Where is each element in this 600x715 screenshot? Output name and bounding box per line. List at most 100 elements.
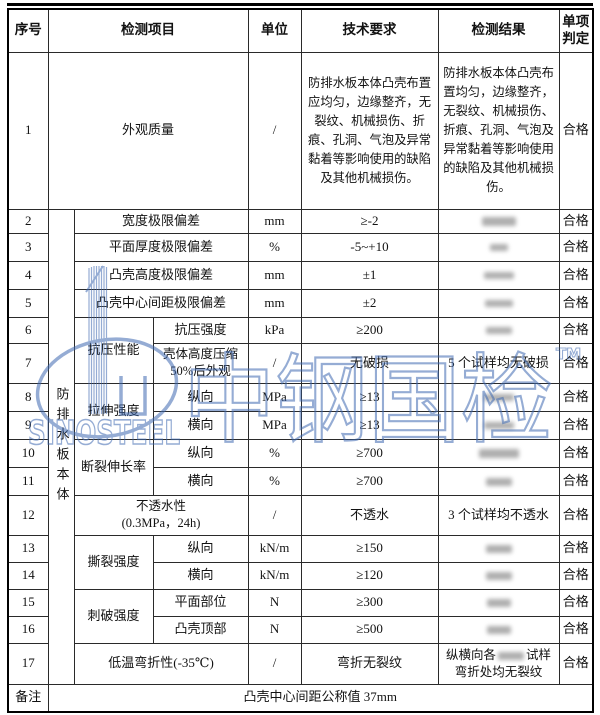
row-4: 4 凸壳高度极限偏差 mm ±1 合格 — [7, 260, 594, 290]
item-cell: 纵向 — [152, 438, 249, 468]
row-no: 17 — [7, 642, 49, 685]
blur-redaction — [478, 449, 519, 459]
redacted-result — [437, 316, 560, 344]
item-line2: (0.3MPa，24h) — [121, 516, 201, 530]
group-cell: 撕裂强度 — [73, 534, 154, 590]
blur-redaction — [489, 244, 508, 252]
row-16: 16 凸壳顶部 N ≥500 合格 — [7, 615, 594, 644]
unit-cell: N — [247, 588, 302, 617]
item-cell: 平面部位 — [152, 588, 249, 617]
note-label: 备注 — [7, 683, 49, 713]
col-header-judge: 单项判定 — [558, 8, 594, 53]
item-cell: 宽度极限偏差 — [73, 208, 249, 234]
item-cell: 纵向 — [152, 534, 249, 563]
col-header-req: 技术要求 — [300, 8, 439, 53]
requirement-cell: ±1 — [300, 260, 439, 290]
row-11: 11 横向 % ≥700 合格 — [7, 466, 594, 496]
row-7: 7 壳体高度压缩 50%后外观 / 无破损 5 个试样均无破损 合格 — [7, 342, 594, 384]
row-no: 13 — [7, 534, 49, 563]
col-header-item: 检测项目 — [47, 8, 249, 53]
item-line2: 50%后外观 — [170, 364, 231, 378]
requirement-cell: ≥13 — [300, 382, 439, 412]
redacted-result — [437, 588, 560, 617]
row-12: 12 不透水性 (0.3MPa，24h) / 不透水 3 个试样均不透水 合格 — [7, 494, 594, 536]
blur-redaction — [485, 545, 512, 554]
requirement-cell: 防排水板本体凸壳布置应均匀，边缘整齐，无裂纹、机械损伤、折痕、孔洞、气泡及异常黏… — [300, 51, 439, 210]
blur-redaction — [483, 272, 514, 280]
unit-cell: / — [247, 51, 302, 210]
item-cell: 低温弯折性(-35℃) — [73, 642, 249, 685]
redacted-result — [437, 438, 560, 468]
blur-redaction — [486, 626, 511, 635]
row-10: 10 断裂伸长率 纵向 % ≥700 合格 — [7, 438, 594, 496]
result-cell: 5 个试样均无破损 — [437, 342, 560, 384]
unit-cell: / — [247, 342, 302, 384]
row-no: 1 — [7, 51, 49, 210]
judge-cell: 合格 — [558, 51, 594, 210]
unit-cell: kN/m — [247, 561, 302, 590]
unit-cell: / — [247, 642, 302, 685]
requirement-cell: ≥700 — [300, 438, 439, 468]
judge-cell: 合格 — [558, 534, 594, 563]
group-cell: 刺破强度 — [73, 588, 154, 644]
unit-cell: / — [247, 494, 302, 536]
blur-redaction — [485, 327, 512, 335]
judge-cell: 合格 — [558, 288, 594, 318]
unit-cell: N — [247, 615, 302, 644]
blur-redaction — [486, 599, 511, 608]
judge-cell: 合格 — [558, 466, 594, 496]
requirement-cell: ≥120 — [300, 561, 439, 590]
row-no: 8 — [7, 382, 49, 412]
blur-redaction — [483, 394, 514, 402]
item-cell: 外观质量 — [47, 51, 249, 210]
redacted-result — [437, 288, 560, 318]
row-no: 11 — [7, 466, 49, 496]
header-row: 序号 检测项目 单位 技术要求 检测结果 单项判定 — [7, 8, 594, 53]
redacted-result — [437, 410, 560, 440]
top-rule — [7, 3, 593, 6]
col-header-unit: 单位 — [247, 8, 302, 53]
requirement-cell: ≥300 — [300, 588, 439, 617]
judge-cell: 合格 — [558, 410, 594, 440]
requirement-cell: ±2 — [300, 288, 439, 318]
requirement-cell: ≥500 — [300, 615, 439, 644]
row-no: 2 — [7, 208, 49, 234]
row-no: 4 — [7, 260, 49, 290]
report-sheet: 序号 检测项目 单位 技术要求 检测结果 单项判定 1 外观质量 / 防排水板本… — [7, 3, 595, 713]
redacted-result — [437, 208, 560, 234]
requirement-cell: ≥200 — [300, 316, 439, 344]
result-line2: 弯折处均无裂纹 — [454, 664, 543, 679]
requirement-cell: ≥150 — [300, 534, 439, 563]
redacted-result — [437, 534, 560, 563]
row-13: 13 撕裂强度 纵向 kN/m ≥150 合格 — [7, 534, 594, 590]
group-cell: 抗压性能 — [73, 316, 154, 384]
blur-redaction — [498, 651, 525, 660]
row-no: 16 — [7, 615, 49, 644]
row-no: 14 — [7, 561, 49, 590]
item-cell: 抗压强度 — [152, 316, 249, 344]
redacted-result — [437, 466, 560, 496]
judge-cell: 合格 — [558, 316, 594, 344]
unit-cell: MPa — [247, 410, 302, 440]
row-no: 9 — [7, 410, 49, 440]
item-cell: 凸壳顶部 — [152, 615, 249, 644]
unit-cell: % — [247, 438, 302, 468]
result-cell: 纵横向各 试样 弯折处均无裂纹 — [437, 642, 560, 685]
redacted-result — [437, 232, 560, 262]
result-text: 试样 — [526, 647, 552, 662]
row-no: 6 — [7, 316, 49, 344]
judge-cell: 合格 — [558, 438, 594, 468]
row-8: 8 拉伸强度 纵向 MPa ≥13 合格 — [7, 382, 594, 440]
redacted-result — [437, 615, 560, 644]
redacted-result — [437, 382, 560, 412]
col-header-result: 检测结果 — [437, 8, 560, 53]
item-cell: 凸壳中心间距极限偏差 — [73, 288, 249, 318]
blur-redaction — [484, 300, 513, 308]
requirement-cell: ≥700 — [300, 466, 439, 496]
row-no: 3 — [7, 232, 49, 262]
blur-redaction — [483, 422, 514, 430]
requirement-cell: 无破损 — [300, 342, 439, 384]
judge-cell: 合格 — [558, 208, 594, 234]
requirement-cell: 弯折无裂纹 — [300, 642, 439, 685]
note-row: 备注 凸壳中心间距公称值 37mm — [7, 683, 594, 713]
